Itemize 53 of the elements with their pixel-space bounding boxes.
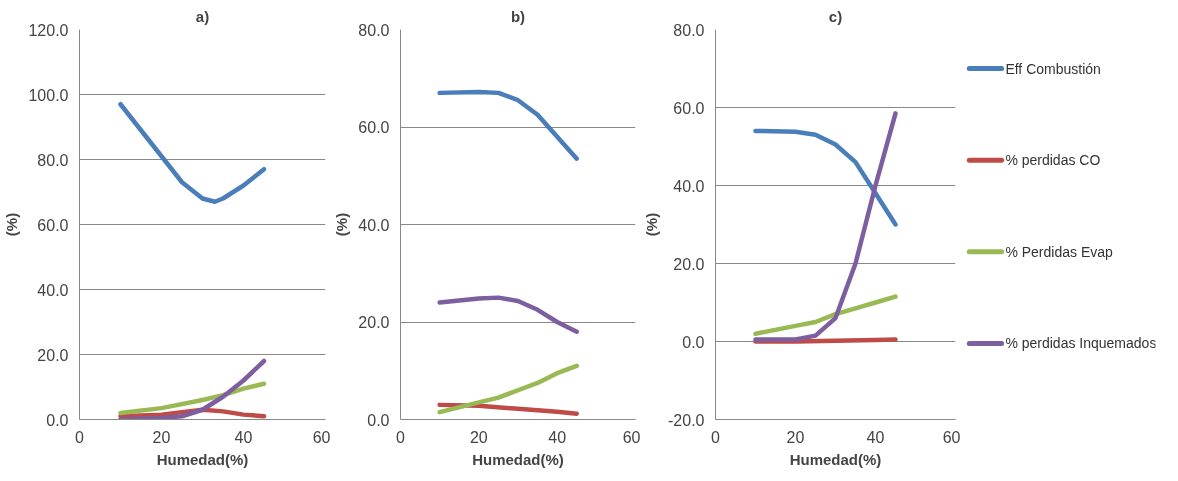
x-tick-label: 0 [396, 428, 406, 446]
y-tick-label: 100.0 [28, 86, 69, 104]
y-tick-label: 60.0 [673, 99, 705, 117]
line-series [753, 111, 898, 342]
line-series [118, 381, 267, 416]
y-tick-label: 20.0 [358, 314, 390, 331]
y-tick-label: 120.0 [28, 21, 69, 39]
line-series [118, 358, 267, 420]
x-tick-label: 40 [866, 428, 885, 446]
line-series [437, 89, 579, 161]
legend-label: % perdidas Inquemados [1005, 335, 1157, 352]
line-series [118, 102, 267, 204]
y-axis-title: (%) [3, 212, 21, 237]
x-tick-label: 20 [152, 428, 171, 446]
y-tick-label: -20.0 [668, 411, 705, 429]
y-tick-label: 20.0 [37, 346, 69, 364]
chart-title: a) [195, 7, 210, 25]
x-axis-title: Humedad(%) [789, 450, 882, 468]
x-tick-label: 60 [942, 428, 961, 446]
line-series [118, 407, 267, 419]
line-series [437, 363, 579, 415]
x-tick-label: 60 [312, 428, 331, 446]
y-tick-label: 40.0 [37, 281, 69, 299]
y-tick-label: 60.0 [358, 119, 390, 136]
y-tick-label: 40.0 [358, 216, 390, 234]
y-axis-title: (%) [643, 212, 661, 237]
x-tick-label: 20 [469, 428, 488, 446]
x-tick-label: 20 [786, 428, 805, 446]
y-tick-label: 60.0 [37, 216, 69, 234]
x-tick-label: 60 [622, 428, 641, 446]
y-tick-label: 80.0 [37, 151, 69, 169]
legend-label: Eff Combustión [1005, 60, 1101, 77]
y-tick-label: 0.0 [46, 411, 69, 429]
x-tick-label: 40 [548, 428, 567, 446]
x-axis-title: Humedad(%) [472, 450, 564, 468]
x-tick-label: 40 [234, 428, 253, 446]
chart-title: b) [510, 7, 526, 25]
line-series [437, 295, 579, 334]
y-tick-label: 0.0 [367, 411, 390, 429]
y-tick-label: 20.0 [673, 255, 705, 273]
chart-title: c) [828, 7, 843, 25]
x-axis-title: Humedad(%) [156, 450, 249, 468]
y-tick-label: 80.0 [358, 21, 390, 39]
legend-label: % perdidas CO [1005, 152, 1101, 169]
y-tick-label: 80.0 [673, 21, 705, 39]
y-axis-title: (%) [333, 212, 351, 237]
x-tick-label: 0 [75, 428, 85, 446]
legend-label: % Perdidas Evap [1005, 243, 1114, 260]
line-series [753, 294, 898, 336]
line-series [753, 128, 898, 227]
y-tick-label: 40.0 [673, 177, 705, 195]
y-tick-label: 0.0 [682, 333, 705, 351]
x-tick-label: 0 [711, 428, 721, 446]
